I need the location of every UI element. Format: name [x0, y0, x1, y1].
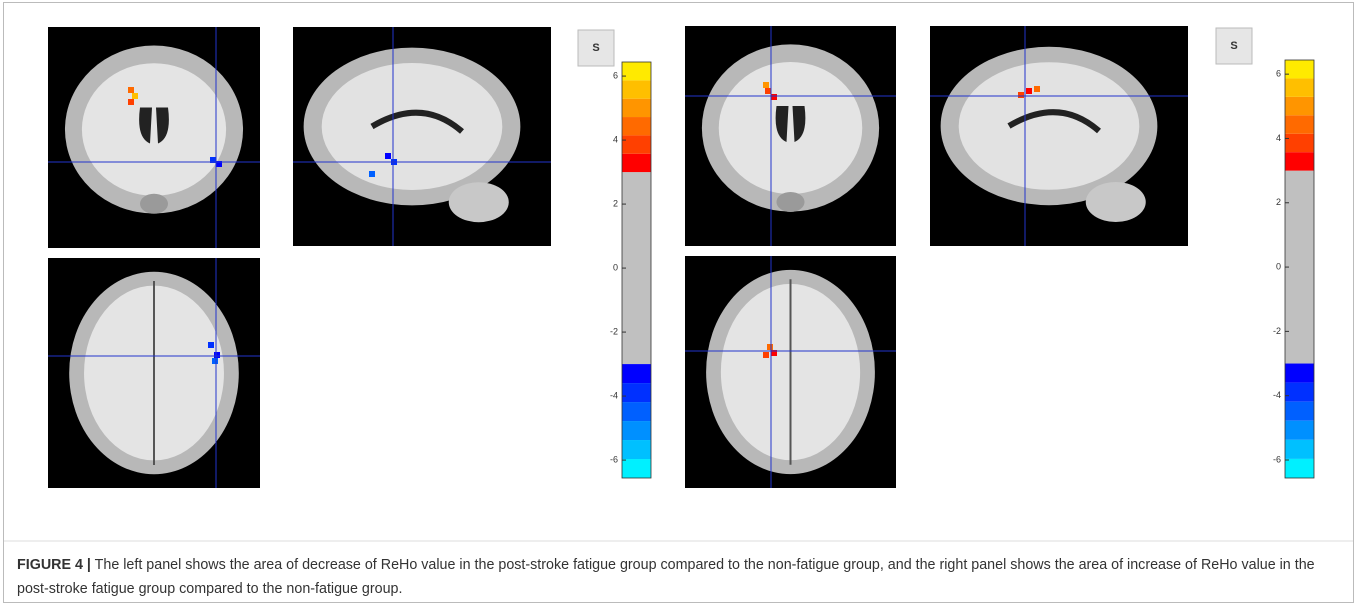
- activation: [763, 82, 769, 88]
- activation: [1026, 88, 1032, 94]
- colorbar-band: [622, 364, 651, 383]
- button-label[interactable]: S: [592, 42, 599, 54]
- activation: [765, 88, 771, 94]
- tick-label: 0: [1276, 261, 1281, 271]
- brain-tissue: [777, 192, 805, 212]
- colorbar-band: [622, 383, 651, 402]
- brain-tissue: [140, 194, 168, 214]
- colorbar-band: [1285, 421, 1314, 440]
- colorbar-band: [1285, 97, 1314, 115]
- colorbar-band: [622, 99, 651, 117]
- brain-tissue: [82, 63, 226, 196]
- colorbar-band: [622, 402, 651, 421]
- colorbar-band: [622, 459, 651, 478]
- brain-tissue: [959, 62, 1140, 190]
- activation: [128, 87, 134, 93]
- colorbar-band: [622, 80, 651, 98]
- tick-label: -6: [610, 454, 618, 464]
- caption-label: FIGURE 4 |: [17, 557, 91, 573]
- caption: FIGURE 4 | The left panel shows the area…: [17, 553, 1342, 601]
- activation: [212, 358, 218, 364]
- activation: [128, 99, 134, 105]
- page: S 6 4 2 0 -2 -4 -6 S 6 4 2 0 -2 -4 -6 FIGURE 4 | The le…: [0, 0, 1357, 606]
- colorbar-band: [1285, 383, 1314, 402]
- activation: [1018, 92, 1024, 98]
- colorbar-neutral: [1285, 171, 1314, 364]
- colorbar-band: [622, 421, 651, 440]
- tick-label: 0: [613, 262, 618, 272]
- colorbar-band: [1285, 60, 1314, 78]
- activation: [208, 342, 214, 348]
- tick-label: 2: [613, 198, 618, 208]
- tick-label: -4: [1273, 390, 1281, 400]
- brain-tissue: [719, 62, 862, 194]
- colorbar-band: [622, 154, 651, 172]
- tick-label: 6: [1276, 69, 1281, 79]
- colorbar-band: [1285, 115, 1314, 133]
- activation: [369, 171, 375, 177]
- tick-label: -6: [1273, 454, 1281, 464]
- activation: [1034, 86, 1040, 92]
- colorbar-neutral: [622, 172, 651, 364]
- activation: [214, 352, 220, 358]
- colorbar-band: [1285, 78, 1314, 96]
- activation: [767, 344, 773, 350]
- activation: [771, 94, 777, 100]
- button-label[interactable]: S: [1230, 40, 1237, 52]
- colorbar-band: [622, 440, 651, 459]
- figure: S 6 4 2 0 -2 -4 -6 S 6 4 2 0 -2 -4 -6: [0, 0, 1357, 606]
- tick-label: 6: [613, 70, 618, 80]
- tick-label: -2: [1273, 326, 1281, 336]
- activation: [763, 352, 769, 358]
- caption-text: The left panel shows the area of decreas…: [17, 557, 1315, 597]
- colorbar-band: [622, 117, 651, 135]
- colorbar-band: [1285, 134, 1314, 152]
- tick-label: 4: [613, 134, 618, 144]
- colorbar-band: [622, 135, 651, 153]
- colorbar-band: [1285, 152, 1314, 170]
- tick-label: 2: [1276, 197, 1281, 207]
- activation: [385, 153, 391, 159]
- colorbar-band: [1285, 459, 1314, 478]
- tick-label: -4: [610, 390, 618, 400]
- colorbar-band: [1285, 440, 1314, 459]
- activation: [132, 93, 138, 99]
- brain-tissue: [322, 63, 503, 190]
- tick-label: -2: [610, 326, 618, 336]
- colorbar-band: [622, 62, 651, 80]
- cerebellum: [1086, 182, 1146, 222]
- colorbar-band: [1285, 402, 1314, 421]
- cerebellum: [449, 182, 509, 222]
- colorbar-band: [1285, 364, 1314, 383]
- tick-label: 4: [1276, 133, 1281, 143]
